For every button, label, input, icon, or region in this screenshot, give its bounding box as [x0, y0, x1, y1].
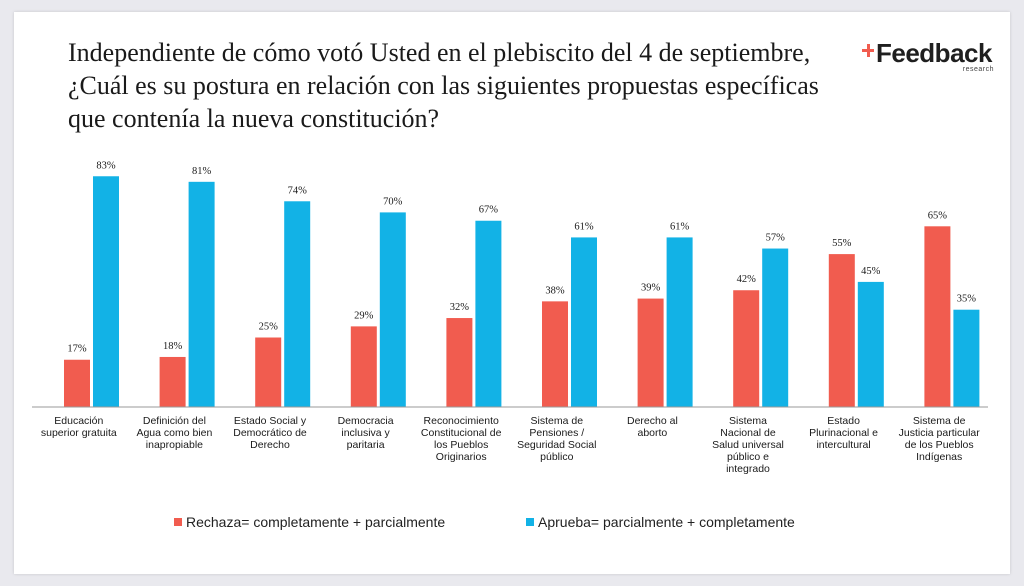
- data-label-aprueba-3: 74%: [288, 185, 308, 196]
- data-label-aprueba-4: 70%: [383, 196, 403, 207]
- category-label-10: Sistema de Justicia particular de los Pueb…: [899, 415, 981, 463]
- data-label-aprueba-6: 61%: [574, 221, 594, 232]
- category-label-7: Derecho al aborto: [627, 415, 678, 439]
- data-label-rechaza-9: 55%: [832, 238, 852, 249]
- category-label-5: Reconocimiento Constitucional de los Puebl…: [421, 415, 502, 463]
- category-label-1: Educación superior gratuita: [41, 415, 117, 439]
- bar-rechaza-2: [159, 356, 186, 407]
- slide: Independiente de cómo votó Usted en el p…: [14, 12, 1010, 574]
- bar-rechaza-1: [64, 359, 90, 407]
- bar-rechaza-10: [924, 226, 951, 407]
- logo-subtitle: research: [962, 66, 994, 73]
- legend-item-aprueba: Aprueba= parcialmente + completamente: [526, 514, 795, 530]
- bar-rechaza-4: [350, 326, 377, 407]
- bar-rechaza-3: [255, 337, 282, 407]
- category-label-3: Estado Social y Democrático de Derecho: [233, 415, 307, 451]
- chart-title: Independiente de cómo votó Usted en el p…: [68, 38, 819, 133]
- category-label-9: Estado Plurinacional e intercultural: [809, 415, 878, 451]
- category-label-2: Definición del Agua como bien inapropiable: [136, 415, 212, 451]
- data-label-aprueba-9: 45%: [861, 266, 881, 277]
- data-label-aprueba-7: 61%: [670, 221, 690, 232]
- category-label-8: Sistema Nacional de Salud universal público…: [712, 415, 784, 475]
- bar-rechaza-5: [446, 318, 473, 407]
- data-label-aprueba-2: 81%: [192, 166, 212, 177]
- legend-item-rechaza: Rechaza= completamente + parcialmente: [174, 514, 445, 530]
- data-label-rechaza-7: 39%: [641, 283, 661, 294]
- bar-aprueba-7: [666, 237, 693, 407]
- bar-aprueba-9: [857, 281, 884, 407]
- legend-label-aprueba: Aprueba= parcialmente + completamente: [538, 514, 795, 530]
- bar-chart: 17% 83% Educación superior gratuita 18% 81% De…: [32, 160, 988, 475]
- legend-swatch-aprueba: [526, 518, 534, 526]
- data-label-aprueba-10: 35%: [957, 294, 977, 305]
- bar-rechaza-7: [637, 298, 664, 407]
- bar-aprueba-2: [188, 181, 215, 407]
- category-label-4: Democracia inclusiva y paritaria: [338, 415, 394, 451]
- bar-rechaza-8: [733, 290, 760, 407]
- logo-wordmark: Feedback: [876, 38, 992, 68]
- data-label-aprueba-1: 83%: [96, 160, 116, 171]
- bar-rechaza-9: [828, 254, 855, 407]
- data-label-rechaza-6: 38%: [545, 285, 565, 296]
- category-label-6: Sistema de Pensiones / Seguridad Social púb…: [517, 415, 596, 463]
- legend-swatch-rechaza: [174, 518, 182, 526]
- legend-label-rechaza: Rechaza= completamente + parcialmente: [186, 514, 446, 530]
- bar-aprueba-4: [379, 212, 406, 407]
- data-label-rechaza-5: 32%: [450, 302, 470, 313]
- data-label-aprueba-5: 67%: [479, 205, 499, 216]
- bar-aprueba-1: [93, 176, 119, 407]
- data-label-rechaza-4: 29%: [354, 310, 374, 321]
- data-label-rechaza-10: 65%: [928, 210, 948, 221]
- bar-aprueba-5: [475, 220, 502, 407]
- data-label-rechaza-1: 17%: [67, 344, 87, 355]
- data-label-rechaza-8: 42%: [737, 274, 757, 285]
- bar-rechaza-6: [542, 301, 568, 407]
- bar-aprueba-10: [953, 309, 980, 407]
- data-label-rechaza-3: 25%: [259, 322, 279, 333]
- bar-aprueba-8: [762, 248, 789, 407]
- data-label-rechaza-2: 18%: [163, 341, 183, 352]
- data-label-aprueba-8: 57%: [766, 233, 786, 244]
- feedback-logo: Feedback research: [862, 38, 1002, 80]
- bar-aprueba-6: [571, 237, 597, 407]
- bar-aprueba-3: [284, 201, 311, 407]
- feedback-logo-mark-icon: [862, 44, 874, 57]
